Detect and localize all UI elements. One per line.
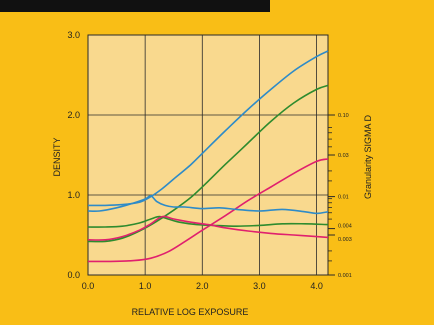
y-tick-labels: 0.0 1.0 2.0 3.0 xyxy=(67,30,80,280)
corner-tab xyxy=(0,0,270,12)
granularity-green-curve xyxy=(87,215,329,228)
granularity-magenta-curve xyxy=(87,215,329,241)
density-green-curve xyxy=(87,84,329,243)
right-tick-label: 0.004 xyxy=(338,224,352,230)
x-tick-labels: 0.0 1.0 2.0 3.0 4.0 xyxy=(82,281,323,291)
grid-lines xyxy=(87,34,328,276)
right-axis-ticks xyxy=(328,114,335,276)
x-axis-label: RELATIVE LOG EXPOSURE xyxy=(132,307,249,317)
x-tick-label: 3.0 xyxy=(253,281,266,291)
y-tick-label: 1.0 xyxy=(67,190,80,200)
x-tick-label: 1.0 xyxy=(139,281,152,291)
right-tick-labels: 0.001 0.003 0.004 0.01 0.03 0.10 xyxy=(338,113,352,279)
x-tick-label: 4.0 xyxy=(310,281,323,291)
right-tick-label: 0.03 xyxy=(338,153,349,159)
granularity-blue-curve xyxy=(87,194,329,215)
x-tick-label: 0.0 xyxy=(82,281,95,291)
density-magenta-curve xyxy=(87,158,329,263)
right-tick-label: 0.001 xyxy=(338,273,352,279)
x-tick-label: 2.0 xyxy=(196,281,209,291)
plot-area xyxy=(87,34,329,276)
y-tick-label: 3.0 xyxy=(67,30,80,40)
y-tick-label: 2.0 xyxy=(67,110,80,120)
y-axis-label: DENSITY xyxy=(52,137,62,176)
right-tick-label: 0.10 xyxy=(338,113,349,119)
right-axis-label: Granularity SIGMA D xyxy=(363,114,373,199)
right-tick-label: 0.003 xyxy=(338,237,352,243)
series-lines xyxy=(87,50,329,263)
right-tick-label: 0.01 xyxy=(338,195,349,201)
y-tick-label: 0.0 xyxy=(67,270,80,280)
